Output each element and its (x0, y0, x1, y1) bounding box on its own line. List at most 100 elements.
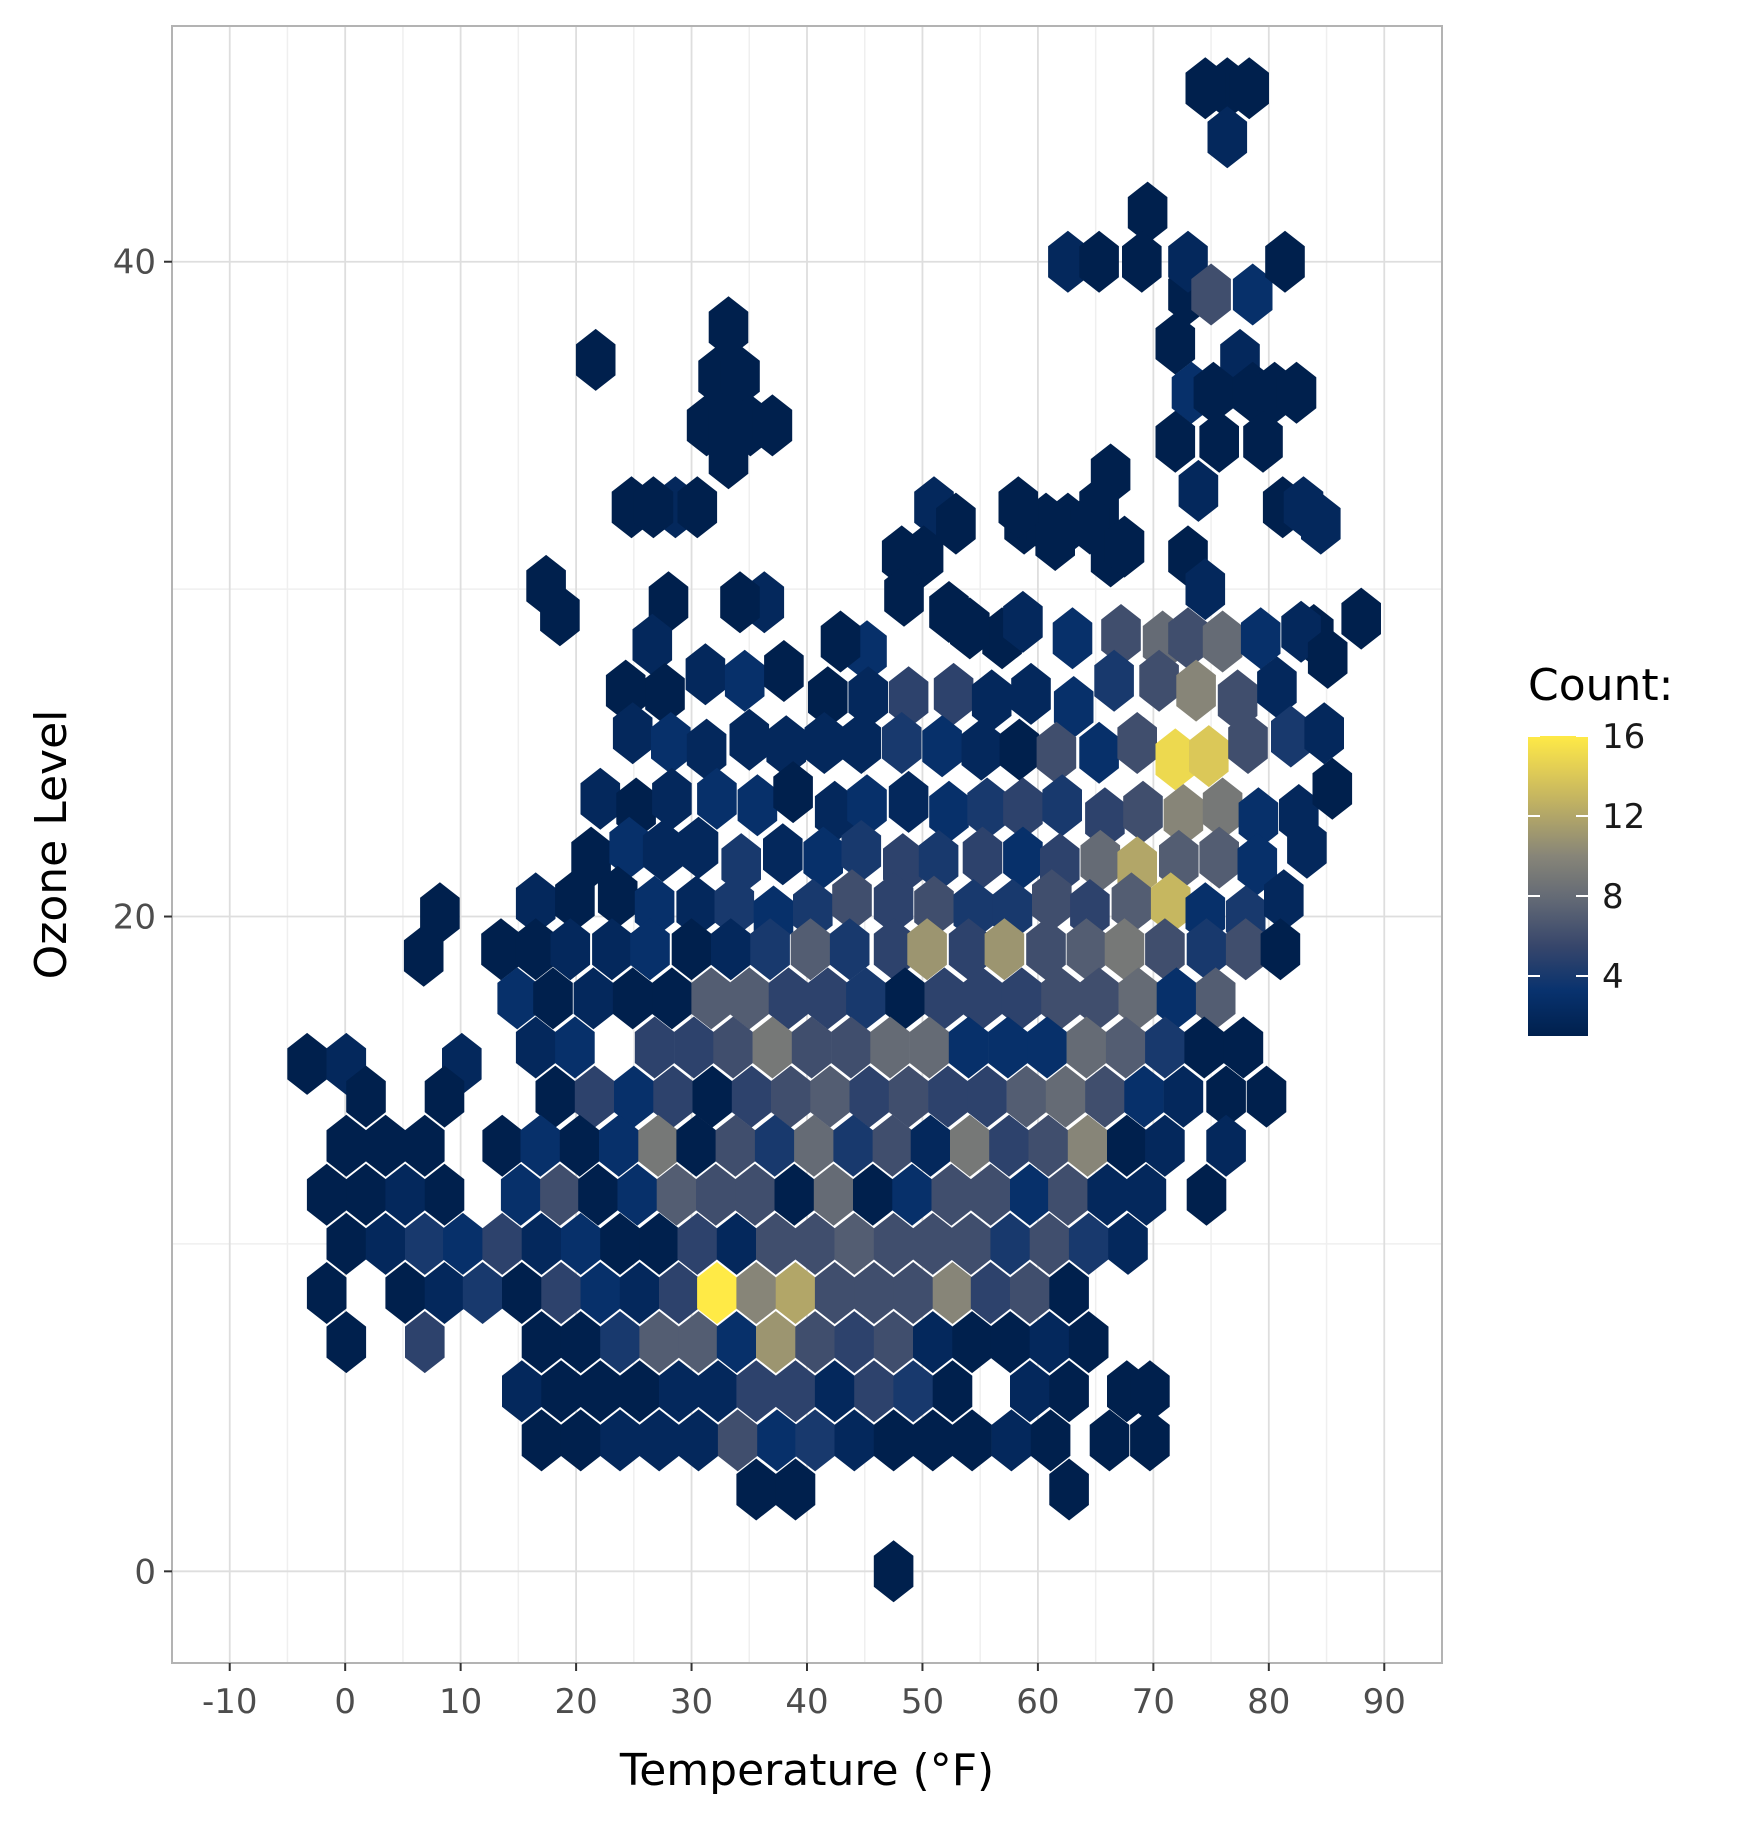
x-tick-label: 10 (439, 1682, 482, 1722)
hex-bin (580, 1262, 621, 1324)
hex-bin (609, 816, 649, 879)
hex-bin (1029, 1212, 1070, 1275)
hex-bin (385, 1262, 425, 1324)
hex-bin (365, 1114, 406, 1177)
hex-bin (1028, 1114, 1069, 1177)
hex-bin (630, 918, 670, 981)
hex-bin (854, 1360, 894, 1423)
hex-bin (634, 875, 675, 938)
hex-bin (1246, 1065, 1287, 1128)
hex-bin (1068, 1311, 1109, 1374)
hex-bin (1168, 607, 1208, 670)
hex-bin (715, 1114, 756, 1177)
hex-bin (443, 1212, 483, 1275)
hex-bin (1117, 712, 1157, 774)
hex-bin (526, 554, 566, 617)
hex-bin (1199, 826, 1239, 889)
hex-bin (1049, 1360, 1089, 1423)
hex-bin (1108, 1212, 1148, 1275)
hex-bin (692, 1065, 733, 1128)
hex-bin (990, 1311, 1030, 1374)
hex-bin (962, 826, 1003, 889)
hex-bin (639, 1311, 679, 1374)
hex-bin (1178, 459, 1219, 522)
hex-bin (648, 571, 689, 634)
hex-bin (989, 1114, 1029, 1177)
hex-bin (571, 826, 611, 889)
y-axis-ticks: 0 20 40 (113, 243, 172, 1592)
hex-bin (763, 823, 803, 886)
hex-bin (873, 1540, 914, 1603)
hex-bin (952, 1409, 992, 1472)
x-tick-label: 60 (1016, 1682, 1059, 1722)
hex-bin (1053, 676, 1094, 738)
hex-bin (1087, 1163, 1127, 1226)
y-tick-label: 20 (113, 898, 156, 938)
hex-bin (729, 967, 770, 1030)
hex-bin (913, 1212, 953, 1275)
hex-bin (893, 1360, 933, 1423)
hex-bin (1228, 712, 1268, 774)
hex-bin (638, 1114, 678, 1177)
hex-bin (652, 967, 692, 1030)
hex-bin (814, 1360, 855, 1423)
hex-bin (1127, 181, 1168, 244)
hex-bin (573, 967, 614, 1030)
hex-bin (1105, 1016, 1146, 1079)
hex-bin (929, 581, 969, 643)
hex-bin (541, 1262, 581, 1324)
hex-bin (1176, 659, 1216, 722)
hex-bin (1111, 872, 1152, 935)
hex-bin (497, 967, 537, 1030)
hex-bin (502, 1360, 542, 1423)
hex-bin (535, 1065, 576, 1128)
hex-bin (768, 967, 809, 1030)
hex-bin (929, 780, 969, 843)
hex-bin (697, 1262, 737, 1324)
hex-bin (326, 1114, 367, 1177)
hex-bin (1052, 607, 1093, 670)
hex-bin (1123, 780, 1163, 843)
hex-bin (639, 1212, 679, 1275)
hex-bin (346, 1065, 386, 1128)
hex-bin (907, 918, 947, 981)
hex-bin (600, 1212, 640, 1275)
hex-bin (774, 1163, 815, 1226)
hex-bin (533, 967, 573, 1030)
hex-bin (971, 669, 1012, 732)
hex-bin (714, 875, 755, 938)
hex-bin (1045, 1065, 1086, 1128)
hex-bin (676, 1114, 716, 1177)
hex-bin (677, 1212, 718, 1275)
legend-title: Count: (1528, 660, 1674, 711)
hex-bin (1032, 869, 1072, 932)
hex-bin (1193, 361, 1234, 424)
hex-bin (691, 967, 731, 1030)
hex-bin (600, 1311, 640, 1374)
hex-bin (599, 1114, 639, 1177)
hex-bin (766, 715, 806, 778)
hex-bin (873, 918, 914, 981)
hex-bin (1003, 826, 1043, 889)
hex-bin (1304, 702, 1344, 765)
hex-bin (634, 1016, 675, 1079)
hex-bin (873, 1311, 914, 1374)
hex-bin (961, 718, 1002, 781)
hex-bin (873, 1212, 914, 1275)
hex-bin (1155, 410, 1196, 473)
hex-bin (521, 1212, 562, 1275)
hex-bin (685, 643, 726, 706)
hex-bin (736, 1458, 776, 1521)
hex-bin (403, 924, 444, 987)
hex-bin (752, 394, 793, 457)
hex-bin (1107, 1114, 1147, 1177)
color-legend: Count: 4 8 12 16 (1528, 660, 1674, 1036)
hex-bin (559, 1114, 600, 1177)
hex-bin (686, 718, 727, 781)
hex-bin (708, 296, 749, 359)
hex-bin (831, 1016, 871, 1079)
hex-bin (888, 1065, 929, 1128)
hex-bin (405, 1114, 445, 1177)
